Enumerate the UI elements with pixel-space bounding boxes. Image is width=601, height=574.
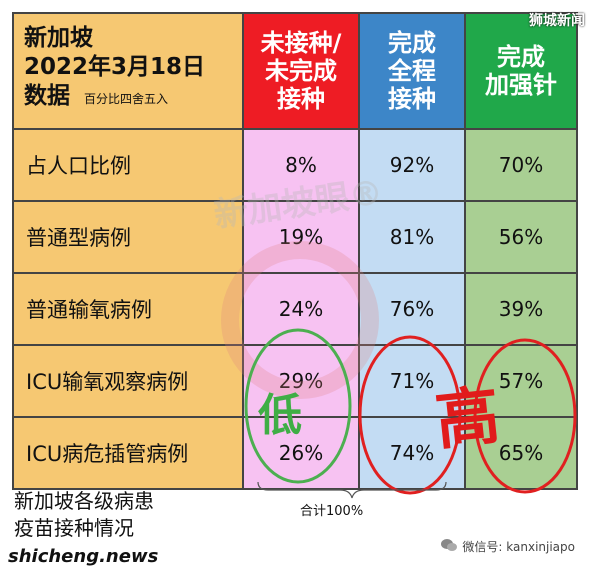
table-row: 普通输氧病例 24% 76% 39% — [12, 272, 578, 346]
header-unvaccinated: 未接种/ 未完成 接种 — [242, 12, 360, 130]
cell-unvaccinated: 19% — [242, 200, 360, 274]
cell-full: 76% — [358, 272, 466, 346]
table-row: ICU输氧观察病例 29% 71% 57% — [12, 344, 578, 418]
table-row: 占人口比例 8% 92% 70% — [12, 128, 578, 202]
header-title-cell: 新加坡 2022年3月18日 数据 百分比四舍五入 — [12, 12, 244, 130]
row-label: 普通输氧病例 — [12, 272, 244, 346]
cell-booster: 65% — [464, 416, 578, 490]
vaccination-table: 新加坡 2022年3月18日 数据 百分比四舍五入 未接种/ 未完成 接种 完成… — [12, 12, 578, 490]
brand-watermark: 狮城新闻 — [529, 13, 585, 29]
header-booster: 完成 加强针 — [464, 12, 578, 130]
cell-unvaccinated: 8% — [242, 128, 360, 202]
cell-unvaccinated: 24% — [242, 272, 360, 346]
cell-full: 74% — [358, 416, 466, 490]
row-label: ICU病危插管病例 — [12, 416, 244, 490]
header-title-line2: 2022年3月18日 — [24, 54, 206, 80]
cell-unvaccinated: 29% — [242, 344, 360, 418]
wechat-watermark: 微信号: kanxinjiapo — [441, 538, 575, 555]
cell-full: 81% — [358, 200, 466, 274]
cell-full: 71% — [358, 344, 466, 418]
table-row: 普通型病例 19% 81% 56% — [12, 200, 578, 274]
wechat-id: 微信号: kanxinjiapo — [462, 540, 575, 554]
site-watermark: shicheng.news — [8, 546, 159, 567]
header-title-line3: 数据 — [24, 83, 70, 109]
wechat-icon — [441, 538, 458, 555]
cell-unvaccinated: 26% — [242, 416, 360, 490]
caption-line2: 疫苗接种情况 — [14, 516, 134, 540]
cell-full: 92% — [358, 128, 466, 202]
header-title-line1: 新加坡 — [24, 25, 93, 51]
cell-booster: 39% — [464, 272, 578, 346]
cell-booster: 57% — [464, 344, 578, 418]
header-fully-vaccinated: 完成 全程 接种 — [358, 12, 466, 130]
caption: 新加坡各级病患 疫苗接种情况 — [14, 488, 154, 542]
table-row: ICU病危插管病例 26% 74% 65% — [12, 416, 578, 490]
caption-line1: 新加坡各级病患 — [14, 489, 154, 513]
sum-note: 合计100% — [300, 504, 364, 519]
row-label: ICU输氧观察病例 — [12, 344, 244, 418]
row-label: 普通型病例 — [12, 200, 244, 274]
row-label: 占人口比例 — [12, 128, 244, 202]
table-header-row: 新加坡 2022年3月18日 数据 百分比四舍五入 未接种/ 未完成 接种 完成… — [12, 12, 578, 130]
cell-booster: 70% — [464, 128, 578, 202]
cell-booster: 56% — [464, 200, 578, 274]
rounding-note: 百分比四舍五入 — [84, 92, 169, 106]
